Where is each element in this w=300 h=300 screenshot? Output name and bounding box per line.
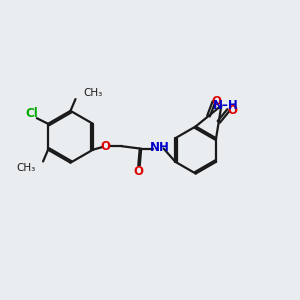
- Text: NH: NH: [150, 141, 170, 154]
- Text: Cl: Cl: [25, 107, 38, 120]
- Text: CH₃: CH₃: [83, 88, 102, 98]
- Text: O: O: [211, 95, 221, 108]
- Text: O: O: [133, 165, 143, 178]
- Text: CH₃: CH₃: [16, 163, 35, 173]
- Text: N–H: N–H: [213, 99, 239, 112]
- Text: O: O: [227, 103, 238, 116]
- Text: O: O: [100, 140, 110, 153]
